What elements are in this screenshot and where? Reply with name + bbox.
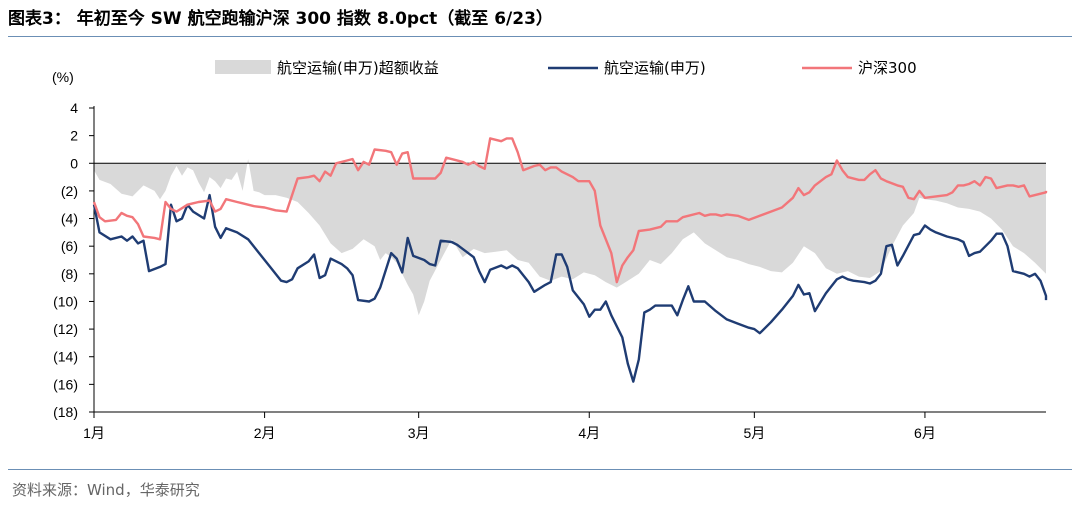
legend-swatch-area (215, 60, 271, 74)
y-tick-label: (4) (61, 211, 78, 227)
y-tick-label: (2) (61, 183, 78, 199)
chart-title: 图表3： 年初至今 SW 航空跑输沪深 300 指数 8.0pct（截至 6/2… (8, 9, 553, 29)
y-tick-label: (14) (53, 349, 78, 365)
axes: 4 2 0 (2) (4) (6) (8) (10) (12) (14) (16) (18) 1月 2月 3… (53, 100, 1046, 441)
y-tick-label: (12) (53, 321, 78, 337)
x-tick-label: 6月 (914, 425, 936, 441)
legend-label: 航空运输(申万) (604, 59, 706, 77)
legend: 航空运输(申万)超额收益 航空运输(申万) 沪深300 (215, 59, 917, 77)
legend-label: 航空运输(申万)超额收益 (277, 59, 439, 77)
legend-label: 沪深300 (858, 59, 917, 77)
y-tick-label: (6) (61, 238, 78, 254)
x-tick-label: 5月 (743, 425, 765, 441)
series-area-excess-return (94, 159, 1046, 316)
y-tick-label: 2 (70, 128, 78, 144)
y-tick-label: 0 (70, 155, 78, 171)
y-tick-label: (8) (61, 266, 78, 282)
y-tick-label: (16) (53, 376, 78, 392)
series-line-2 (92, 137, 1048, 284)
x-tick-label: 4月 (578, 425, 600, 441)
x-tick-label: 3月 (408, 425, 430, 441)
source-note: 资料来源：Wind，华泰研究 (12, 481, 200, 499)
title-divider (8, 36, 1072, 37)
y-tick-label: (10) (53, 293, 78, 309)
line-chart: 航空运输(申万)超额收益 航空运输(申万) 沪深300 (%) 4 2 0 (2) (4) (… (52, 59, 1048, 441)
series-line-1 (92, 193, 1048, 383)
x-tick-label: 2月 (254, 425, 276, 441)
footer-divider (8, 469, 1072, 470)
y-tick-label: 4 (70, 100, 78, 116)
y-axis-label: (%) (52, 69, 74, 85)
excess-return-area-layer (94, 159, 1046, 316)
series-lines (92, 137, 1048, 383)
y-tick-label: (18) (53, 404, 78, 420)
x-tick-label: 1月 (83, 425, 105, 441)
